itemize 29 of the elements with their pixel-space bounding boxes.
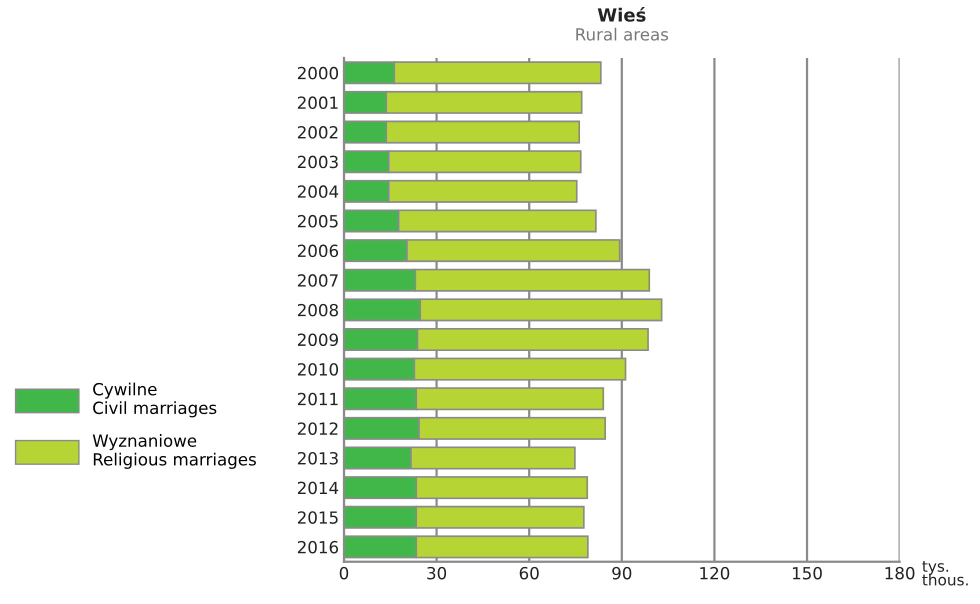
y-tick-label: 2010 [298,363,338,376]
y-tick-label: 2007 [298,274,338,287]
x-axis-title: tys. thous. [922,560,968,586]
y-tick-label: 2006 [298,244,338,258]
y-tick-label: 2008 [298,304,338,316]
y-tick-label: 2009 [298,333,338,346]
y-tick-label: 2015 [298,511,338,524]
x-tick-label: 60 [520,566,539,580]
chart-subtitle: Rural areas [576,28,668,41]
x-tick-label: 120 [700,566,730,580]
y-tick-label: 2003 [298,156,338,168]
y-tick-label: 2004 [298,185,338,198]
y-tick-label: 2000 [298,66,338,80]
y-tick-label: 2002 [298,126,338,139]
y-tick-label: 2014 [298,482,338,494]
chart-title: Wieś [598,7,646,22]
x-tick-label: 30 [427,566,446,580]
y-tick-label: 2011 [298,392,338,406]
legend-label: Wyznaniowe Religious marriages [92,434,256,469]
x-tick-label: 0 [340,566,348,580]
x-tick-label: 180 [886,566,914,580]
y-tick-label: 2001 [298,96,338,109]
y-tick-label: 2013 [298,452,338,465]
y-tick-label: 2016 [298,540,338,554]
x-tick-label: 150 [792,566,822,580]
y-tick-label: 2005 [298,214,338,228]
x-tick-label: 90 [612,566,632,580]
legend-label: Cywilne Civil marriages [93,382,216,418]
y-tick-label: 2012 [298,422,338,435]
